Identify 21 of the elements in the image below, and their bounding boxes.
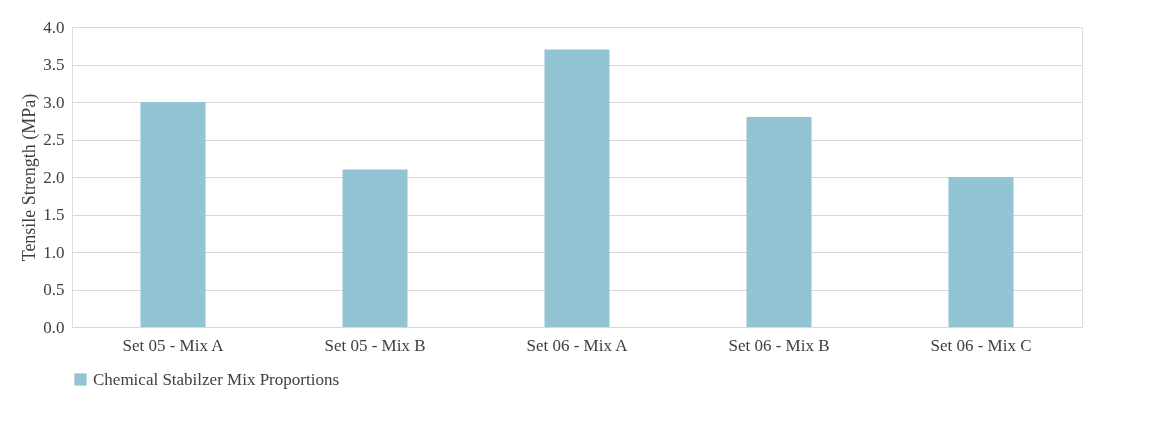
bar <box>948 177 1014 327</box>
bar <box>140 102 206 327</box>
bar <box>544 49 610 327</box>
y-tick-label: 3.5 <box>43 55 65 74</box>
y-tick-label: 2.0 <box>43 167 65 187</box>
x-tick-label: Set 05 - Mix A <box>122 335 225 355</box>
legend-label: Chemical Stabilzer Mix Proportions <box>93 369 339 389</box>
x-tick-label: Set 05 - Mix B <box>324 335 426 355</box>
y-axis-title: Tensile Strength (MPa) <box>19 93 41 262</box>
y-tick-label: 0.0 <box>43 317 65 337</box>
x-tick-label: Set 06 - Mix A <box>526 335 629 355</box>
y-tick-label: 3.0 <box>43 92 65 112</box>
bar <box>342 169 408 327</box>
x-tick-label: Set 06 - Mix B <box>728 335 830 355</box>
y-tick-label: 4.0 <box>43 17 65 37</box>
y-tick-label: 2.5 <box>43 130 65 149</box>
y-tick-label: 1.5 <box>43 205 65 224</box>
y-tick-label: 0.5 <box>43 280 65 299</box>
x-tick-label: Set 06 - Mix C <box>930 335 1032 355</box>
bar <box>746 117 812 327</box>
y-tick-label: 1.0 <box>43 242 65 262</box>
